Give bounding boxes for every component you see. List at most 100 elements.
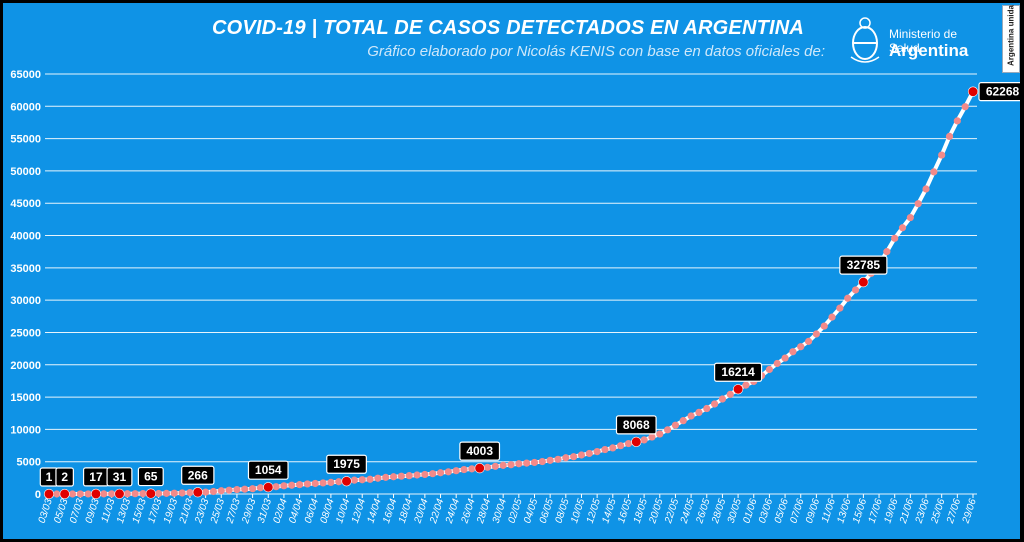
data-point — [710, 400, 719, 408]
data-point — [703, 404, 711, 413]
highlight-point — [263, 482, 274, 493]
data-point — [695, 408, 703, 417]
data-point — [538, 457, 546, 466]
data-point — [883, 248, 891, 256]
y-tick-label: 5000 — [17, 457, 41, 469]
data-point — [366, 475, 374, 483]
data-point — [891, 234, 899, 242]
logo-ministry-text: Ministerio de Salud — [889, 27, 958, 55]
y-tick-label: 10000 — [10, 424, 41, 436]
data-point — [272, 483, 280, 491]
data-point — [53, 490, 61, 498]
highlight-point — [474, 463, 485, 474]
data-point — [577, 451, 586, 459]
data-point — [311, 479, 319, 488]
highlight-point — [732, 384, 744, 395]
data-point — [687, 412, 695, 420]
data-point — [945, 132, 954, 140]
data-point — [460, 465, 468, 474]
y-tick-label: 20000 — [10, 360, 41, 372]
data-point — [389, 473, 398, 481]
value-label-box — [326, 454, 367, 474]
data-point — [726, 390, 734, 398]
data-point — [225, 486, 233, 494]
data-point — [773, 359, 781, 368]
value-label: 32785 — [847, 258, 881, 272]
data-point — [789, 348, 797, 356]
data-point — [327, 478, 335, 487]
data-point — [742, 381, 750, 389]
logo-country-text: Argentina — [889, 41, 969, 60]
coat-of-arms-icon — [850, 17, 880, 63]
chart-frame: 0 5000 10000 15000 20000 25000 30000 35000 40000… — [3, 3, 1020, 539]
value-label-box — [55, 467, 74, 487]
data-point — [546, 456, 554, 464]
x-tick-label: 29/06 — [960, 497, 979, 526]
data-point — [836, 304, 844, 312]
data-point — [350, 476, 358, 484]
data-point — [209, 487, 218, 496]
value-label-box — [181, 465, 215, 485]
data-point — [718, 395, 727, 403]
highlight-point — [43, 488, 55, 500]
data-point — [906, 213, 914, 222]
highlight-point — [145, 488, 156, 499]
data-point — [186, 488, 194, 497]
data-point — [303, 480, 312, 488]
data-point — [100, 490, 108, 498]
data-point — [640, 436, 648, 444]
data-point — [76, 490, 84, 498]
data-point — [139, 490, 147, 498]
y-tick-label: 15000 — [10, 392, 41, 404]
value-label: 1054 — [255, 463, 282, 477]
data-point — [585, 449, 593, 458]
data-point — [68, 490, 77, 498]
value-label: 31 — [113, 470, 127, 484]
data-point — [170, 489, 178, 497]
data-point — [617, 442, 625, 450]
data-point — [178, 489, 186, 497]
y-tick-label: 50000 — [10, 166, 41, 178]
data-point — [554, 455, 562, 463]
data-point — [515, 460, 523, 468]
data-point — [609, 444, 617, 452]
data-point — [491, 462, 499, 470]
data-point — [468, 465, 476, 473]
value-label: 8068 — [623, 418, 650, 432]
data-point — [483, 463, 492, 471]
data-point — [664, 426, 672, 434]
highlight-point — [192, 487, 203, 498]
data-point — [256, 484, 265, 492]
value-label-box — [713, 362, 763, 382]
data-point — [452, 467, 460, 475]
data-point — [797, 343, 805, 351]
highlight-point — [114, 488, 125, 499]
data-point — [108, 490, 116, 498]
data-point — [335, 478, 343, 486]
data-point — [593, 447, 601, 456]
data-point — [397, 472, 405, 480]
value-label: 65 — [144, 470, 158, 484]
data-point — [429, 470, 437, 478]
data-point — [155, 489, 163, 498]
data-point — [562, 454, 570, 462]
data-point — [953, 117, 961, 125]
highlight-point — [858, 277, 869, 288]
line-chart: 0 5000 10000 15000 20000 25000 30000 35000 40000… — [10, 69, 1020, 526]
data-point — [671, 421, 680, 429]
argentina-unida-badge: Argentina unida — [1002, 5, 1020, 73]
highlight-point — [631, 436, 642, 447]
data-point — [922, 185, 930, 193]
badge-text: Argentina unida — [1006, 5, 1016, 66]
data-point — [938, 151, 946, 159]
data-point — [84, 490, 92, 498]
value-label: 2 — [61, 470, 68, 484]
data-point — [914, 200, 922, 208]
highlight-point — [341, 476, 352, 487]
value-label-box — [247, 460, 289, 480]
data-point — [413, 471, 421, 479]
data-point — [499, 461, 507, 469]
y-tick-label: 55000 — [10, 134, 41, 146]
value-label-box — [839, 255, 888, 275]
value-label-box — [615, 415, 657, 435]
